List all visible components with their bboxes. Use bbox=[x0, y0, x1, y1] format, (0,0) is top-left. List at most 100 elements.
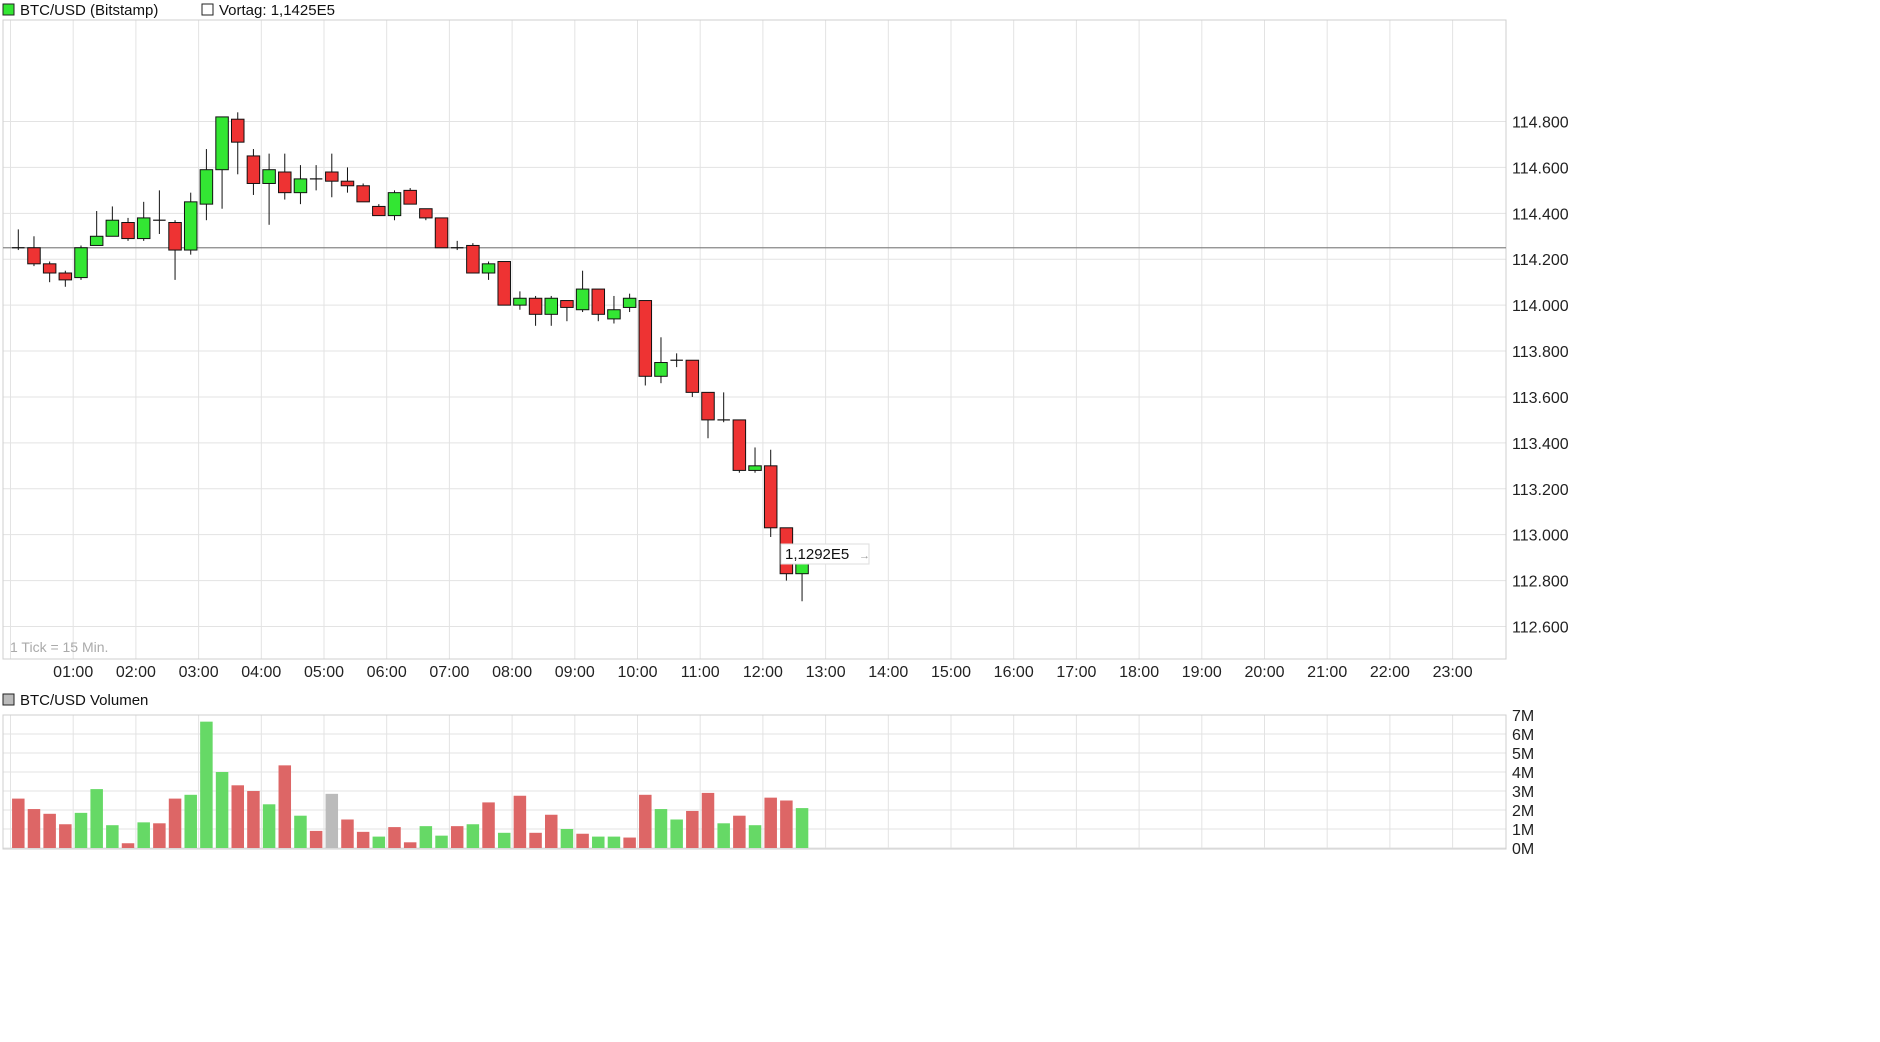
candle-body bbox=[622, 297, 637, 308]
volume-bar bbox=[121, 843, 135, 848]
candle bbox=[121, 217, 135, 241]
last-price-arrow-icon: → bbox=[859, 550, 870, 562]
candle-body bbox=[434, 217, 449, 249]
volume-bar bbox=[388, 827, 401, 848]
candle-body bbox=[121, 222, 135, 240]
legend-prev-close[interactable]: Vortag: 1,1425E5 bbox=[201, 2, 335, 19]
candle-body bbox=[199, 169, 214, 205]
volume-bar bbox=[764, 797, 777, 848]
candle-body bbox=[246, 155, 261, 184]
candle-body bbox=[654, 362, 668, 377]
candle bbox=[450, 240, 464, 251]
candle-body bbox=[748, 465, 762, 471]
candle bbox=[481, 261, 496, 280]
volume-bar bbox=[262, 804, 276, 848]
candle bbox=[732, 419, 747, 473]
price-tick-label: 114.800 bbox=[1512, 115, 1569, 132]
volume-bar bbox=[795, 808, 809, 848]
legend-volume[interactable]: BTC/USD Volumen bbox=[2, 692, 148, 709]
volume-bar bbox=[106, 825, 119, 848]
volume-bar bbox=[309, 830, 323, 848]
candle-body bbox=[278, 171, 292, 194]
candle-body bbox=[481, 263, 496, 274]
volume-bar bbox=[733, 815, 746, 848]
time-tick-label: 19:00 bbox=[1182, 664, 1222, 681]
candle bbox=[419, 208, 433, 221]
time-tick-label: 22:00 bbox=[1370, 664, 1410, 681]
candle bbox=[497, 261, 511, 306]
price-tick-label: 113.800 bbox=[1512, 344, 1569, 361]
candle bbox=[340, 167, 355, 193]
volume-bar bbox=[43, 813, 56, 848]
volume-bar bbox=[780, 800, 793, 848]
legend-volume-label: BTC/USD Volumen bbox=[20, 692, 148, 709]
candle bbox=[701, 391, 715, 439]
last-price-callout: 1,1292E5 → bbox=[780, 543, 870, 565]
candle bbox=[763, 449, 778, 537]
volume-bar bbox=[717, 823, 730, 848]
candle bbox=[325, 153, 339, 198]
legend-main[interactable]: BTC/USD (Bitstamp) bbox=[2, 2, 158, 19]
volume-bar bbox=[215, 772, 229, 848]
last-price-box bbox=[780, 543, 870, 565]
time-tick-label: 20:00 bbox=[1244, 664, 1284, 681]
candle-body bbox=[497, 261, 511, 306]
candle bbox=[622, 293, 637, 313]
volume-bar bbox=[592, 836, 605, 848]
time-axis-labels: 01:00 02:00 03:00 04:00 05:00 06:00 07:00 08:00… bbox=[53, 664, 1473, 681]
price-tick-label: 113.600 bbox=[1512, 390, 1569, 407]
candle bbox=[513, 291, 527, 310]
candle bbox=[591, 288, 606, 322]
candle-body bbox=[466, 244, 480, 274]
volume-bar bbox=[686, 810, 699, 848]
time-tick-label: 01:00 bbox=[53, 664, 93, 681]
candle bbox=[42, 261, 57, 283]
price-tick-label: 114.200 bbox=[1512, 252, 1569, 269]
candle bbox=[544, 295, 558, 326]
candle-body bbox=[544, 297, 558, 315]
candle bbox=[168, 220, 182, 280]
candle bbox=[670, 353, 683, 368]
time-tick-label: 07:00 bbox=[429, 664, 469, 681]
candle bbox=[748, 447, 762, 473]
candle bbox=[89, 211, 104, 246]
price-tick-label: 114.400 bbox=[1512, 206, 1569, 223]
last-price-label: 1,1292E5 bbox=[785, 546, 849, 563]
candle-body bbox=[340, 180, 355, 187]
volume-tick-label: 4M bbox=[1512, 765, 1534, 782]
price-panel-frame bbox=[2, 19, 1507, 660]
candle bbox=[654, 337, 668, 384]
candle bbox=[74, 245, 88, 280]
candle bbox=[183, 192, 198, 255]
price-tick-label: 113.400 bbox=[1512, 436, 1569, 453]
candle bbox=[136, 201, 151, 241]
candle-body bbox=[560, 300, 574, 308]
volume-bar bbox=[623, 837, 636, 848]
candle-body bbox=[419, 208, 433, 219]
candle bbox=[575, 270, 590, 313]
time-tick-label: 18:00 bbox=[1119, 664, 1159, 681]
volume-bar bbox=[90, 789, 103, 848]
volume-bar bbox=[545, 814, 558, 848]
candle bbox=[560, 300, 574, 322]
candle bbox=[434, 217, 449, 249]
time-tick-label: 13:00 bbox=[806, 664, 846, 681]
volume-bar bbox=[748, 825, 762, 848]
candle bbox=[262, 153, 276, 225]
price-axis-labels: 112.600 112.800 113.000 113.200 113.400 113.6… bbox=[1512, 115, 1569, 637]
volume-bar bbox=[372, 836, 386, 848]
volume-bar bbox=[513, 795, 527, 848]
time-tick-label: 17:00 bbox=[1056, 664, 1096, 681]
volume-bar bbox=[200, 721, 213, 848]
volume-bar bbox=[482, 802, 495, 848]
time-tick-label: 11:00 bbox=[681, 664, 720, 681]
candle-body bbox=[183, 201, 198, 251]
candle bbox=[356, 183, 370, 203]
price-tick-label: 114.600 bbox=[1512, 160, 1569, 177]
price-tick-label: 113.000 bbox=[1512, 528, 1569, 545]
time-tick-label: 09:00 bbox=[555, 664, 595, 681]
volume-bar bbox=[168, 798, 182, 848]
candle-body bbox=[356, 185, 370, 203]
volume-axis-labels: 0M 1M 2M 3M 4M 5M 6M 7M bbox=[1512, 708, 1534, 858]
